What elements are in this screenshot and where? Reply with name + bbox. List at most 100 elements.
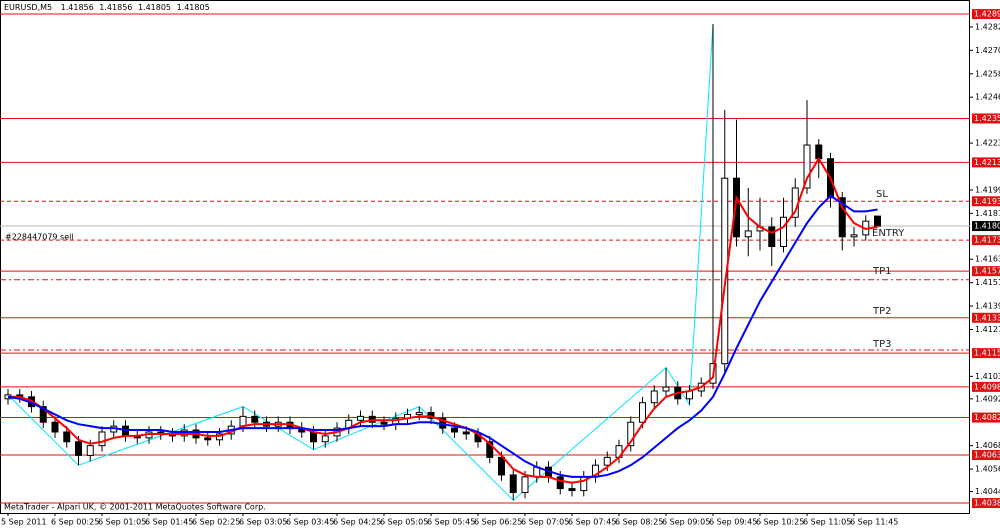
level-tag: [972, 196, 1000, 207]
candle-body: [521, 476, 529, 494]
price-tag: [972, 221, 1000, 232]
ma-line: [8, 156, 878, 484]
footer: MetaTrader - Alpari UK, © 2001-2011 Meta…: [4, 503, 266, 512]
candle-body: [415, 411, 423, 415]
candle-body: [850, 234, 858, 238]
level-label: 1.41574: [974, 267, 1000, 276]
y-tick-label: 1.40445: [975, 487, 1000, 496]
candle-body: [63, 431, 71, 443]
candle-body: [803, 144, 811, 189]
candle-body: [98, 431, 106, 447]
ma-line: [7, 194, 878, 478]
level-tag: [972, 266, 1000, 277]
candle-body: [51, 421, 59, 433]
candle-body: [239, 415, 247, 427]
candle-body: [357, 415, 364, 421]
candle-body: [733, 177, 740, 238]
x-tick-label: 6 Sep 03:45: [286, 518, 334, 527]
chart-title: EURUSD,M5: [4, 3, 52, 12]
last-low: 1.41805: [138, 3, 171, 12]
y-tick-label: 1.4056: [975, 465, 1000, 474]
level-label: 1.41733: [974, 236, 1000, 245]
x-tick-label: 6 Sep 09:05: [662, 518, 710, 527]
candle-body: [721, 177, 729, 365]
y-tick-label: 1.4199: [975, 185, 1000, 194]
candle-body: [310, 431, 317, 443]
candle-body: [662, 386, 670, 392]
candle-body: [639, 402, 646, 423]
candle-body: [838, 197, 846, 238]
y-tick-label: 1.42465: [975, 93, 1000, 102]
candle-body: [486, 441, 494, 458]
level-tag: [972, 157, 1000, 168]
level-label: 1.40824: [974, 413, 1000, 422]
plot-frame: [0, 0, 970, 514]
candle-body: [462, 431, 470, 435]
y-tick-label: 1.4223: [975, 139, 1000, 148]
x-tick-label: 6 Sep 03:05: [239, 518, 287, 527]
level-tag: [972, 113, 1000, 124]
y-tick-label: 1.4092: [975, 394, 1000, 403]
level-tag: [972, 381, 1000, 392]
y-tick-label: 1.41635: [975, 255, 1000, 264]
level-label: 1.40386: [974, 499, 1000, 508]
x-tick-label: 6 Sep 01:45: [145, 518, 193, 527]
candle-body: [815, 144, 823, 160]
x-tick-label: 6 Sep 11:05: [803, 518, 851, 527]
candle-body: [568, 488, 576, 492]
candle-body: [321, 435, 329, 443]
x-tick-label: 6 Sep 00:25: [51, 518, 99, 527]
level-tag: [972, 348, 1000, 359]
candle-body: [39, 406, 47, 423]
x-tick-label: 6 Sep 07:05: [521, 518, 569, 527]
level-tag: [972, 312, 1000, 323]
last-high: 1.41856: [99, 3, 132, 12]
annotation: ENTRY: [872, 228, 905, 239]
x-tick-label: 6 Sep 08:25: [615, 518, 663, 527]
y-tick-label: 1.42825: [975, 22, 1000, 31]
candle-body: [627, 421, 635, 447]
level-label: 1.40632: [974, 451, 1000, 460]
candle-body: [451, 427, 458, 433]
level-tag: [972, 412, 1000, 423]
price-label: 1.41805: [974, 222, 1000, 231]
candle-body: [874, 215, 881, 227]
x-tick-label: 6 Sep 04:25: [333, 518, 381, 527]
y-tick-label: 1.42705: [975, 46, 1000, 55]
x-tick-label: 6 Sep 07:45: [568, 518, 616, 527]
x-tick-label: 5 Sep 2011: [1, 518, 47, 527]
x-tick-label: 6 Sep 05:05: [380, 518, 428, 527]
annotation: TP3: [872, 339, 892, 350]
candle-body: [251, 415, 259, 423]
y-tick-label: 1.41395: [975, 302, 1000, 311]
candle-body: [744, 230, 752, 238]
level-label: 1.41154: [974, 349, 1000, 358]
level-tag: [972, 235, 1000, 246]
y-tick-label: 1.42585: [975, 69, 1000, 78]
candle-body: [380, 421, 388, 425]
candle-body: [603, 456, 611, 466]
level-label: 1.41335: [974, 313, 1000, 322]
level-tag: [972, 450, 1000, 461]
x-tick-label: 6 Sep 09:45: [709, 518, 757, 527]
candle-body: [768, 226, 776, 248]
annotation: #228447079 sell: [5, 233, 74, 242]
y-tick-label: 1.4068: [975, 441, 1000, 450]
y-tick-label: 1.41035: [975, 372, 1000, 381]
level-label: 1.41932: [974, 197, 1000, 206]
x-tick-label: 6 Sep 02:25: [192, 518, 240, 527]
last-close: 1.41805: [177, 3, 210, 12]
x-tick-label: 6 Sep 11:45: [850, 518, 898, 527]
level-label: 1.42356: [974, 114, 1000, 123]
candle-body: [556, 476, 564, 490]
y-tick-label: 1.41515: [975, 278, 1000, 287]
candle-body: [204, 437, 212, 441]
x-tick-label: 6 Sep 05:45: [427, 518, 475, 527]
level-tag: [972, 498, 1000, 509]
candle-body: [75, 441, 82, 456]
candle-body: [650, 390, 658, 404]
last-open: 1.41856: [61, 3, 94, 12]
annotation: TP1: [872, 266, 892, 277]
